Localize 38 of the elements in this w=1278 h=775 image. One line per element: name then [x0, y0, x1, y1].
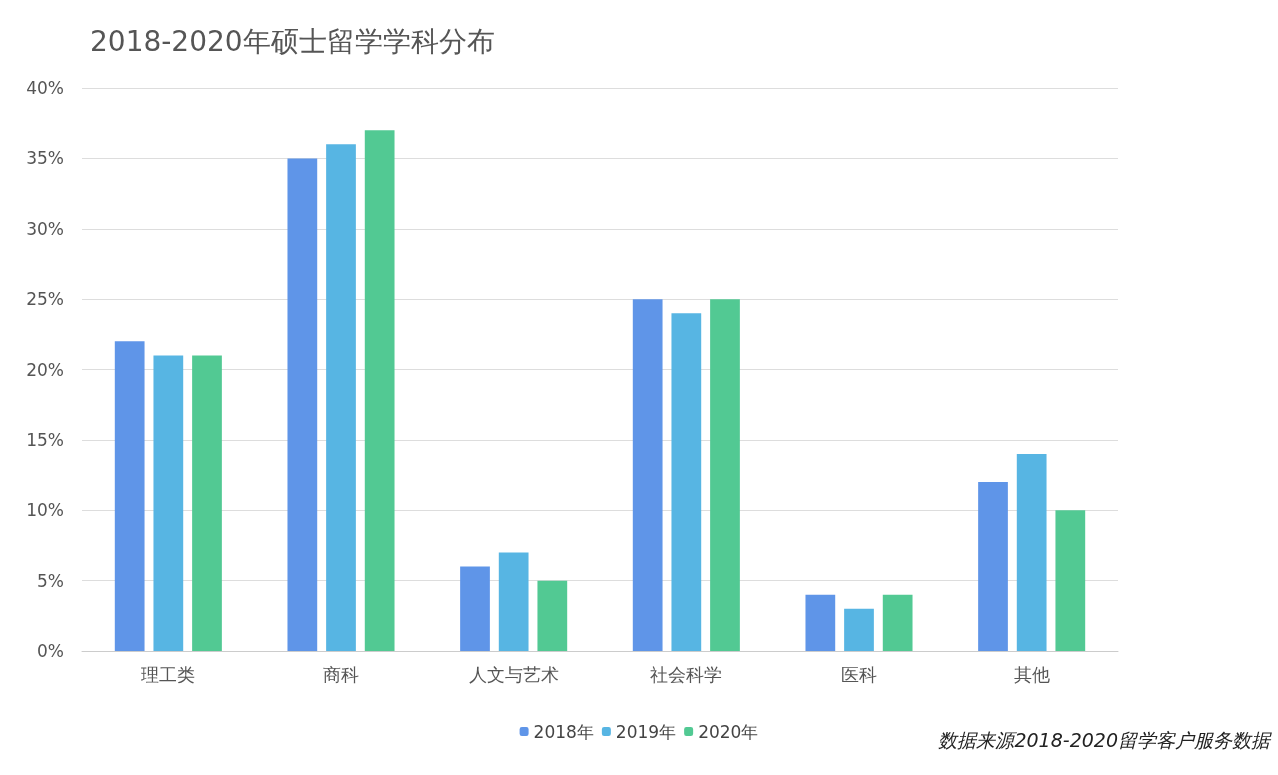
- y-tick-label: 10%: [26, 500, 64, 521]
- bar: [805, 594, 836, 651]
- x-tick-label: 其他: [1013, 663, 1050, 685]
- bar: [326, 144, 356, 651]
- legend-label: 2019年: [615, 721, 677, 742]
- y-tick-label: 25%: [26, 289, 64, 310]
- bar: [710, 299, 740, 651]
- bar: [844, 608, 874, 651]
- x-tick-label: 人文与艺术: [468, 663, 559, 685]
- x-tick-label: 商科: [323, 663, 359, 685]
- y-tick-label: 0%: [37, 641, 64, 661]
- x-tick-label: 医科: [841, 663, 877, 685]
- y-tick-label: 30%: [26, 218, 64, 239]
- y-tick-label: 35%: [26, 148, 64, 169]
- bar: [153, 355, 184, 651]
- bar: [364, 130, 395, 651]
- legend-label: 2018年: [533, 721, 594, 742]
- y-tick-label: 40%: [26, 78, 64, 98]
- bar: [192, 355, 222, 651]
- bar: [632, 299, 663, 651]
- text: 数据来源2018-2020留学客户服务数据: [938, 728, 1272, 751]
- bar: [498, 552, 529, 651]
- bar: [671, 313, 702, 651]
- bar: [882, 594, 913, 651]
- y-tick-label: 15%: [26, 429, 64, 450]
- bar: [537, 580, 568, 651]
- y-tick-label: 20%: [26, 359, 64, 380]
- bar: [1016, 453, 1047, 651]
- x-tick-label: 社会科学: [650, 663, 723, 685]
- y-tick-label: 5%: [37, 570, 64, 591]
- chart-title: 2018-2020年硕士留学学科分布: [90, 24, 495, 58]
- x-tick-label: 理工类: [141, 663, 196, 685]
- bar: [978, 482, 1008, 651]
- bar: [460, 566, 490, 651]
- bar: [287, 158, 318, 651]
- bar: [114, 341, 145, 651]
- legend-label: 2020年: [698, 721, 759, 742]
- bar: [1055, 510, 1086, 651]
